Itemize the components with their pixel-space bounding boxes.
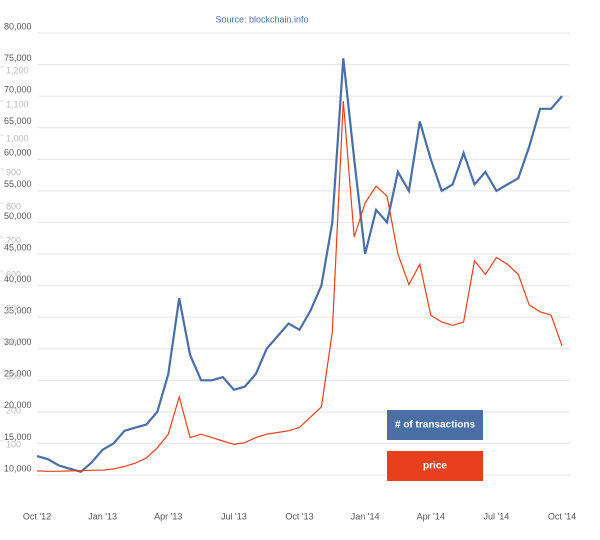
series-line [36,100,563,472]
y2-tick-label: 600 [6,269,21,279]
y-tick-label: 15,000 [4,432,32,442]
y-tick-label: 65,000 [4,116,32,126]
legend-label: # of transactions [395,420,475,431]
y-tick-label: 35,000 [4,306,32,316]
x-tick-label: Oct '14 [548,511,576,521]
y-tick-label: 55,000 [4,179,32,189]
y-tick-label: 45,000 [4,242,32,252]
y2-tick-label: 900 [6,167,21,177]
y2-tick-label: 300 [6,371,21,381]
y-tick-label: 25,000 [4,369,32,379]
x-tick-label: Apr '13 [154,511,182,521]
legend-box [387,410,483,440]
x-tick-label: Oct '13 [285,511,313,521]
y-tick-label: 80,000 [4,21,32,31]
y2-tick-label: 1,100 [6,99,29,109]
legend-item: price [387,451,483,481]
x-tick-label: Jan '13 [88,511,117,521]
legend-item: # of transactions [387,410,483,440]
x-tick-label: Jul '13 [221,511,247,521]
series-line [36,58,563,474]
y2-tick-label: 500 [6,303,21,313]
chart-subtitle: Source: blockchain.info [215,14,308,24]
y-tick-label: 70,000 [4,85,32,95]
legend-box [387,451,483,481]
y-tick-label: 20,000 [4,400,32,410]
y2-tick-label: 1,200 [6,65,29,75]
y-tick-label: 60,000 [4,148,32,158]
y2-tick-label: 200 [6,405,21,415]
legend-label: price [423,461,447,472]
y-tick-label: 40,000 [4,274,32,284]
y2-tick-label: 100 [6,439,21,449]
x-tick-label: Jan '14 [351,511,380,521]
y-tick-label: 50,000 [4,211,32,221]
y2-tick-label: 800 [6,201,21,211]
y2-tick-label: 1,000 [6,133,29,143]
x-tick-label: Apr '14 [417,511,445,521]
y2-tick-label: 400 [6,337,21,347]
y-tick-label: 10,000 [4,463,32,473]
x-tick-label: Oct '12 [23,511,51,521]
y-tick-label: 75,000 [4,53,32,63]
y-tick-label: 30,000 [4,337,32,347]
y2-tick-label: 700 [6,235,21,245]
x-tick-label: Jul '14 [484,511,510,521]
